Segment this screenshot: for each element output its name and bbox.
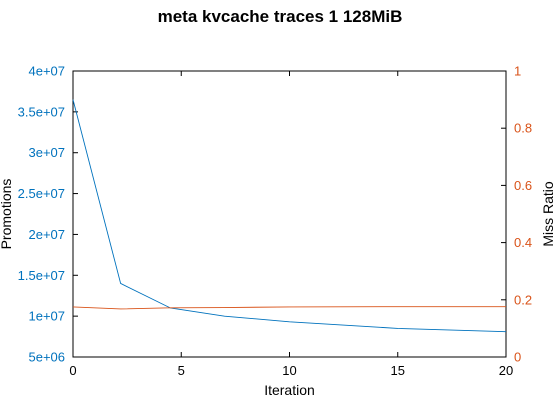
promotions-line	[72, 99, 507, 333]
left-y-axis: 5e+06 1e+07 1.5e+07 2e+07 2.5e+07 3e+07 3.5e+0…	[18, 64, 78, 365]
series-layer	[72, 99, 507, 333]
left-y-tick-label: 2e+07	[28, 227, 65, 242]
left-y-tick-label: 3e+07	[28, 145, 65, 160]
x-axis-label: Iteration	[264, 382, 315, 398]
left-y-tick-label: 1.5e+07	[18, 268, 65, 283]
left-y-tick-label: 5e+06	[28, 350, 65, 365]
chart-title: meta kvcache traces 1 128MiB	[158, 7, 403, 26]
x-tick-label: 0	[69, 363, 76, 378]
x-tick-label: 20	[499, 363, 513, 378]
x-tick-label: 10	[282, 363, 296, 378]
x-tick-label: 5	[178, 363, 185, 378]
right-y-axis-label: Miss Ratio	[540, 181, 556, 247]
right-y-tick-label: 0	[514, 350, 521, 365]
plot-frame	[72, 70, 507, 358]
left-y-tick-label: 3.5e+07	[18, 104, 65, 119]
right-y-tick-label: 0.8	[514, 121, 532, 136]
left-y-axis-label: Promotions	[0, 179, 14, 250]
left-y-tick-label: 2.5e+07	[18, 186, 65, 201]
right-y-axis: 0 0.2 0.4 0.6 0.8 1	[501, 64, 532, 365]
miss-ratio-line	[72, 306, 506, 310]
x-tick-label: 15	[391, 363, 405, 378]
right-y-tick-label: 0.6	[514, 178, 532, 193]
left-y-tick-label: 1e+07	[28, 309, 65, 324]
right-y-tick-label: 0.2	[514, 292, 532, 307]
right-y-tick-label: 0.4	[514, 235, 532, 250]
x-axis: 0 5 10 15 20	[69, 71, 513, 378]
right-y-tick-label: 1	[514, 64, 521, 79]
left-y-tick-label: 4e+07	[28, 64, 65, 79]
